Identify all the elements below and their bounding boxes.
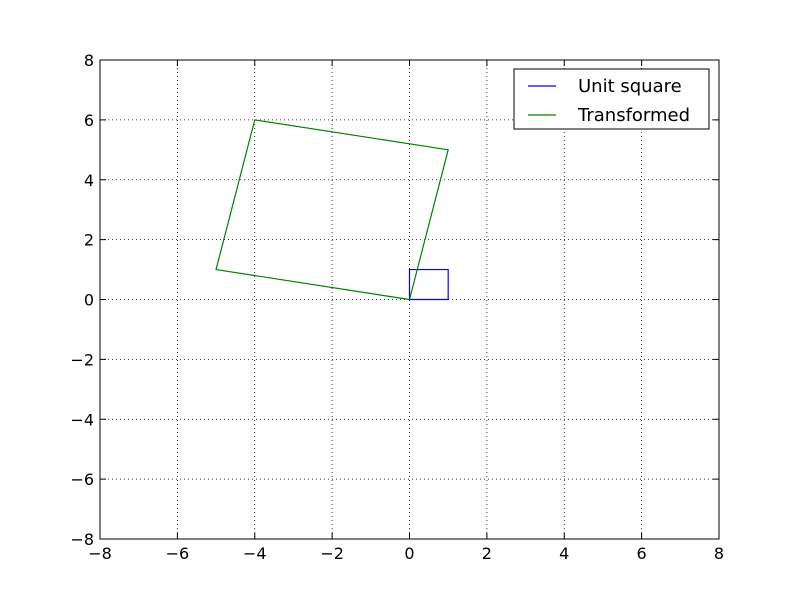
- series-line-unit-square: [408, 268, 449, 301]
- x-tick-label: −6: [166, 544, 190, 563]
- legend-label: Unit square: [578, 76, 682, 97]
- y-tick-label: 8: [84, 51, 94, 70]
- x-tick-label: 2: [482, 544, 492, 563]
- y-tick-label: 2: [84, 231, 94, 250]
- x-tick-label: −8: [88, 544, 112, 563]
- x-tick-label: 0: [404, 544, 414, 563]
- y-tick-label: 0: [84, 291, 94, 310]
- y-tick-label: −4: [70, 410, 94, 429]
- x-tick-label: 6: [637, 544, 647, 563]
- x-tick-label: −4: [243, 544, 267, 563]
- y-tick-label: −2: [70, 350, 94, 369]
- y-tick-label: 6: [84, 111, 94, 130]
- y-tick-label: −8: [70, 530, 94, 549]
- x-tick-label: 4: [559, 544, 569, 563]
- axis-ticks: −8 −6 −4 −2 0 2 4 6 8 −8 −6 −4 −2 0 2 4 6 8: [70, 51, 724, 563]
- legend: Unit square Transformed: [513, 68, 710, 130]
- x-tick-label: −2: [320, 544, 344, 563]
- y-tick-label: −6: [70, 470, 94, 489]
- legend-label: Transformed: [577, 105, 690, 126]
- y-tick-label: 4: [84, 171, 94, 190]
- legend-box: [513, 68, 710, 130]
- x-tick-label: 8: [714, 544, 724, 563]
- series-line-transformed: [215, 119, 449, 301]
- series-layer: [215, 119, 449, 301]
